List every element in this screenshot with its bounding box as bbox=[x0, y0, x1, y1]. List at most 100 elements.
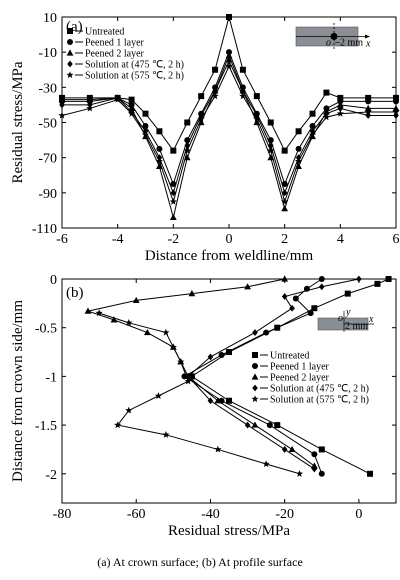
data-point bbox=[162, 328, 170, 336]
data-point bbox=[310, 462, 318, 469]
legend-marker bbox=[252, 352, 258, 358]
data-point bbox=[244, 421, 251, 429]
data-point bbox=[308, 131, 317, 138]
data-point bbox=[274, 422, 281, 429]
inset-arrow bbox=[365, 34, 370, 39]
x-tick-label: 2 bbox=[281, 232, 288, 247]
data-point bbox=[218, 351, 225, 358]
data-point bbox=[226, 397, 232, 404]
legend-marker bbox=[66, 71, 74, 79]
x-axis-label: Residual stress/MPa bbox=[168, 523, 290, 539]
data-point bbox=[336, 109, 344, 117]
data-point bbox=[262, 460, 270, 468]
series-2 bbox=[181, 276, 325, 477]
inset-label: x bbox=[365, 39, 371, 50]
data-point bbox=[170, 189, 177, 197]
data-point bbox=[365, 94, 372, 101]
legend-label: Peened 2 layer bbox=[270, 373, 330, 384]
data-point bbox=[156, 145, 163, 152]
data-point bbox=[183, 146, 191, 154]
legend-label: Peened 1 layer bbox=[85, 38, 145, 49]
data-point bbox=[281, 446, 288, 453]
data-point bbox=[311, 465, 318, 473]
data-point bbox=[110, 316, 118, 323]
chart-b: -80 -60 -40 -20 0 0 -0.5 -1 -1.5 -2 Residual stres… bbox=[10, 273, 397, 539]
y-tick-label: -2 bbox=[45, 468, 57, 483]
data-point bbox=[114, 421, 122, 429]
data-point bbox=[344, 290, 351, 297]
x-tick-label: -4 bbox=[112, 232, 124, 247]
y-axis-label: Distance from crown side/mm bbox=[10, 300, 26, 482]
data-point bbox=[132, 296, 140, 304]
legend-label: Solution at (575 ℃, 2 h) bbox=[85, 71, 184, 82]
x-tick-label: 4 bbox=[337, 232, 344, 247]
data-point bbox=[184, 119, 191, 126]
data-point bbox=[244, 283, 251, 290]
x-tick-label: -6 bbox=[56, 232, 68, 247]
legend-label: Untreated bbox=[85, 27, 124, 38]
data-point bbox=[294, 157, 303, 165]
data-point bbox=[156, 128, 163, 135]
x-tick-label: 0 bbox=[226, 232, 233, 247]
data-point bbox=[393, 112, 399, 119]
data-point bbox=[214, 397, 222, 404]
data-point bbox=[365, 98, 372, 105]
data-point bbox=[142, 110, 149, 117]
plot-frame bbox=[61, 278, 397, 504]
data-point bbox=[170, 181, 177, 188]
data-point bbox=[311, 451, 318, 458]
data-point bbox=[225, 62, 233, 70]
data-point bbox=[169, 197, 177, 205]
data-point bbox=[207, 397, 214, 405]
data-point bbox=[311, 305, 318, 312]
inset-specimen: o x2 mm bbox=[295, 23, 371, 50]
series-line bbox=[61, 65, 396, 204]
data-point bbox=[84, 307, 92, 314]
data-point bbox=[251, 421, 259, 428]
y-tick-label: -1.5 bbox=[35, 419, 57, 434]
data-point bbox=[337, 105, 344, 112]
legend-label: Peened 2 layer bbox=[85, 49, 145, 60]
data-point bbox=[356, 275, 362, 283]
x-tick-label: -20 bbox=[275, 507, 294, 522]
x-tick-label: -40 bbox=[201, 507, 220, 522]
data-point bbox=[309, 123, 316, 130]
x-tick-label: -2 bbox=[167, 232, 179, 247]
legend-marker bbox=[67, 28, 73, 34]
y-tick-label: -50 bbox=[38, 117, 57, 132]
data-point bbox=[141, 131, 150, 138]
y-tick-label: -10 bbox=[38, 46, 57, 61]
data-point bbox=[392, 108, 400, 116]
legend-label: Solution at (475 ℃, 2 h) bbox=[85, 60, 184, 71]
x-axis-label: Distance from weldline/mm bbox=[145, 248, 314, 264]
legend-marker bbox=[67, 39, 73, 45]
data-point bbox=[125, 319, 133, 326]
y-tick-label: -1 bbox=[45, 370, 57, 385]
legend-marker bbox=[67, 60, 73, 68]
data-point bbox=[128, 96, 135, 103]
data-point bbox=[318, 470, 325, 477]
y-tick-label: -70 bbox=[38, 152, 57, 167]
data-point bbox=[86, 96, 94, 103]
data-point bbox=[188, 373, 195, 380]
data-point bbox=[318, 446, 325, 453]
data-point bbox=[337, 94, 344, 101]
data-point bbox=[374, 280, 381, 287]
data-point bbox=[281, 147, 288, 154]
data-point bbox=[239, 66, 246, 73]
legend-label: Solution at (475 ℃, 2 h) bbox=[270, 384, 369, 395]
data-point bbox=[95, 309, 103, 317]
data-point bbox=[170, 147, 177, 154]
data-point bbox=[212, 66, 219, 73]
series-1 bbox=[188, 276, 392, 477]
data-point bbox=[281, 181, 288, 188]
data-point bbox=[309, 110, 316, 117]
legend-marker bbox=[252, 363, 258, 369]
data-point bbox=[143, 328, 151, 336]
data-point bbox=[226, 14, 232, 20]
data-point bbox=[393, 94, 399, 101]
data-point bbox=[281, 197, 289, 205]
